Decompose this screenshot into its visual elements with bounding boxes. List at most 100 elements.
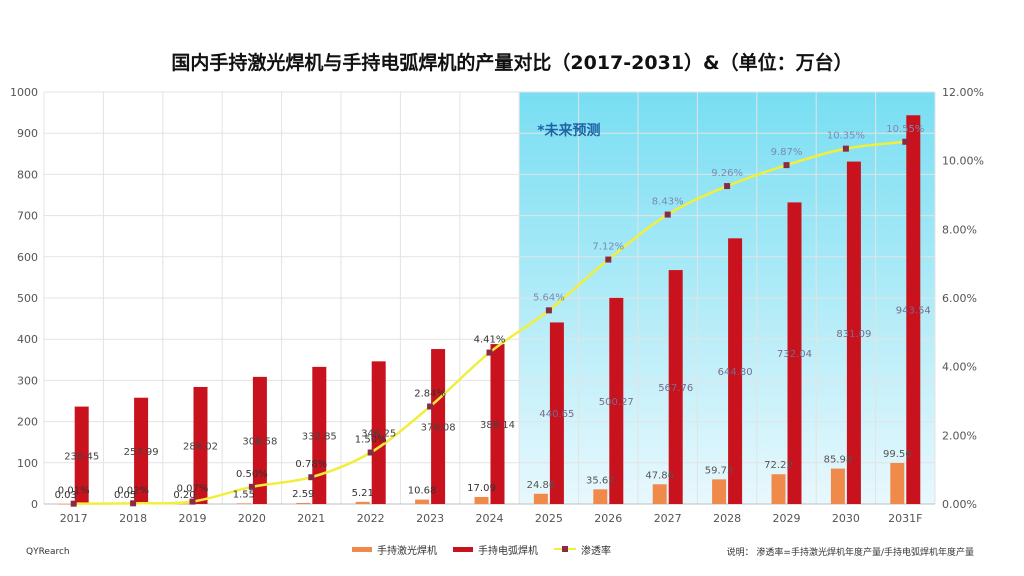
label-laser: 10.68 [408, 486, 437, 497]
gridlines [43, 91, 936, 505]
bar-arc [74, 406, 89, 504]
legend-item-rate: 渗透率 [554, 542, 611, 557]
rate-marker [664, 211, 671, 218]
label-laser: 85.98 [824, 455, 853, 466]
y-left-tick-label: 900 [17, 127, 38, 140]
label-rate: 0.07% [177, 484, 209, 495]
label-rate: 4.41% [474, 335, 506, 346]
bar-arc [193, 386, 208, 504]
footnote: 说明： 渗透率=手持激光焊机年度产量/手持电弧焊机年度产量 [726, 548, 974, 558]
label-laser: 35.62 [586, 475, 615, 486]
y-right-tick-label: 4.00% [942, 361, 977, 374]
bar-arc [312, 366, 327, 504]
bar-arc [609, 297, 624, 504]
bar-laser [890, 462, 905, 504]
label-arc: 943.54 [896, 306, 931, 317]
label-rate: 0.78% [295, 459, 327, 470]
rate-marker [130, 500, 137, 507]
x-tick-label: 2021 [297, 512, 325, 525]
label-laser: 59.73 [705, 465, 734, 476]
label-laser: 0.03 [55, 490, 77, 501]
label-rate: 8.43% [652, 197, 684, 208]
legend-label-rate: 渗透率 [581, 545, 611, 557]
label-laser: 72.22 [764, 460, 793, 471]
chart-title: 国内手持激光焊机与手持电弧焊机的产量对比（2017-2031）&（单位：万台） [171, 52, 853, 74]
bar-laser [771, 474, 786, 504]
label-rate: 10.35% [827, 131, 865, 142]
label-laser: 17.09 [467, 483, 496, 494]
bar-laser [355, 501, 370, 504]
legend-line-rate [554, 544, 576, 554]
y-right-tick-label: 2.00% [942, 429, 977, 442]
bar-laser [177, 503, 192, 505]
rate-marker [189, 498, 196, 505]
label-arc: 732.04 [777, 349, 812, 360]
bar-laser [296, 502, 311, 504]
y-right-tick-label: 8.00% [942, 223, 977, 236]
rate-marker [783, 162, 790, 169]
label-rate: 0.01% [58, 486, 90, 497]
rate-marker [902, 138, 909, 145]
bar-arc [490, 344, 505, 504]
label-arc: 831.09 [836, 329, 871, 340]
label-laser: 2.59 [292, 489, 314, 500]
bar-arc [728, 238, 743, 504]
y-left-tick-label: 400 [17, 333, 38, 346]
bar-arc [846, 161, 861, 504]
legend-swatch-laser [352, 546, 372, 552]
bar-arc [668, 270, 683, 504]
label-rate: 9.26% [711, 168, 743, 179]
x-tick-label: 2019 [179, 512, 207, 525]
legend-label-laser: 手持激光焊机 [377, 545, 437, 557]
y-left-tick-label: 100 [17, 457, 38, 470]
x-tick-label: 2030 [832, 512, 860, 525]
x-tick-label: 2022 [357, 512, 385, 525]
rate-marker [842, 145, 849, 152]
bar-laser [593, 489, 608, 504]
bar-laser [533, 493, 548, 504]
series-rate-line [70, 138, 909, 507]
label-arc: 567.76 [658, 383, 693, 394]
bar-laser [415, 499, 430, 504]
label-laser: 47.86 [645, 470, 674, 481]
y-right-tick-label: 0.00% [942, 498, 977, 511]
label-arc: 236.45 [64, 451, 99, 462]
rate-marker [605, 256, 612, 263]
label-laser: 5.21 [352, 488, 374, 499]
label-arc: 376.08 [421, 423, 456, 434]
source-label: QYRearch [26, 547, 70, 557]
x-tick-label: 2024 [476, 512, 504, 525]
label-rate: 9.87% [771, 147, 803, 158]
y-right-tick-label: 12.00% [942, 86, 984, 99]
label-laser: 0.20 [173, 490, 195, 501]
label-laser: 0.05 [114, 490, 136, 501]
bar-arc [787, 202, 802, 504]
label-arc: 440.65 [539, 409, 574, 420]
rate-marker [486, 349, 493, 356]
x-tick-label: 2023 [416, 512, 444, 525]
bar-arc [549, 322, 564, 504]
bar-arc [431, 349, 446, 504]
x-tick-label: 2027 [654, 512, 682, 525]
data-labels: 236.45 257.99 284.02 308.58 332.85 346.25 376.… [55, 124, 931, 501]
x-axis: 2017 2018 2019 2020 2021 2022 2023 2024 2025 2026… [60, 512, 923, 525]
y-axis-left: 0 100 200 300 400 500 600 700 800 900 1000 [10, 86, 38, 511]
bar-arc [134, 397, 149, 504]
y-right-tick-label: 10.00% [942, 155, 984, 168]
forecast-label: *未来预测 [537, 122, 600, 139]
legend-item-arc: 手持电弧焊机 [453, 542, 538, 557]
label-arc: 346.25 [361, 429, 396, 440]
rate-marker [367, 449, 374, 456]
rate-marker [427, 403, 434, 410]
label-rate: 0.02% [117, 485, 149, 496]
label-rate: 7.12% [592, 242, 624, 253]
series-laser-bars [58, 462, 905, 505]
series-arc-bars [74, 115, 921, 504]
label-rate: 1.50% [355, 435, 387, 446]
label-arc: 644.80 [718, 367, 753, 378]
legend-item-laser: 手持激光焊机 [352, 542, 437, 557]
x-tick-label: 2026 [594, 512, 622, 525]
x-tick-label: 2020 [238, 512, 266, 525]
label-rate: 0.50% [236, 469, 268, 480]
label-arc: 332.85 [302, 431, 337, 442]
